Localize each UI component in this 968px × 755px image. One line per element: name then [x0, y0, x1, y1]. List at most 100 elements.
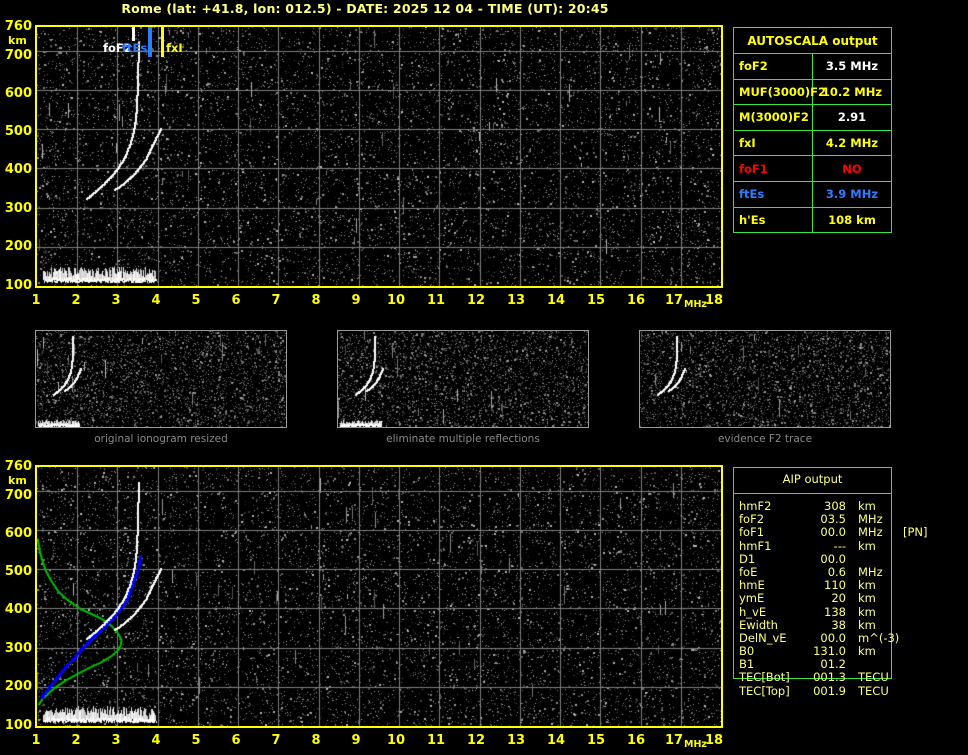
aip-unit-h-ve: km [858, 604, 876, 619]
table-row: M(3000)F2 2.91 [733, 104, 892, 131]
x-tick-1: 1 [31, 293, 41, 308]
autoscala-value-fof2: 3.5 MHz [812, 53, 892, 80]
y-tick-300-bottom: 300 [4, 641, 32, 656]
table-row: foF2 3.5 MHz [733, 53, 892, 80]
aip-name-d1: D1 [739, 551, 756, 566]
x-axis-unit-bottom: MHz [684, 739, 707, 750]
aip-value-b0: 131.0 [813, 644, 846, 659]
aip-row-b0: B0 131.0 km [739, 644, 959, 659]
aip-value-foe: 0.6 [827, 564, 846, 579]
y-tick-600-bottom: 600 [4, 526, 32, 541]
x-tick-1-bottom: 1 [31, 733, 41, 748]
autoscala-key-muf3000f2: MUF(3000)F2 [733, 78, 826, 106]
aip-name-fof2: foF2 [739, 512, 765, 527]
autoscala-key-ftes: ftEs [733, 180, 813, 208]
x-tick-5: 5 [191, 293, 201, 308]
aip-unit-hmf2: km [858, 499, 876, 513]
y-tick-700-bottom: 700 [4, 488, 32, 503]
autoscala-key-fof1: foF1 [733, 155, 813, 182]
autoscala-key-m3000f2: M(3000)F2 [733, 104, 813, 131]
aip-row-foe: foE 0.6 MHz [739, 564, 959, 579]
aip-name-foe: foE [739, 564, 758, 579]
thumbnail-eliminate-multiple-reflections[interactable] [337, 330, 589, 428]
thumbnail-evidence-f2-trace[interactable] [639, 330, 891, 428]
autoscala-value-hes: 108 km [812, 206, 892, 234]
marker-label-fof2: foF2 [103, 41, 132, 55]
y-tick-200: 200 [4, 239, 32, 254]
table-row: fxI 4.2 MHz [733, 129, 892, 157]
aip-unit-tec-bot: TECU [858, 670, 889, 685]
autoscala-value-ftes: 3.9 MHz [812, 180, 892, 208]
aip-row-ewidth: Ewidth 38 km [739, 618, 959, 632]
table-row: foF1 NO [733, 155, 892, 182]
aip-value-d1: 00.0 [820, 551, 846, 566]
page-title: Rome (lat: +41.8, lon: 012.5) - DATE: 20… [121, 1, 609, 16]
aip-row-fof1: foF1 00.0 MHz [PN] [739, 526, 959, 539]
aip-output-rows: hmF2 308 km foF2 03.5 MHz foF1 00.0 MHz [PN] hm… [739, 499, 959, 698]
y-tick-400: 400 [4, 162, 32, 177]
aip-header-divider [733, 493, 892, 494]
x-tick-15-bottom: 15 [586, 733, 606, 748]
aip-unit-tec-top: TECU [858, 683, 889, 698]
table-row: MUF(3000)F2 10.2 MHz [733, 78, 892, 106]
aip-name-tec-top: TEC[Top] [739, 683, 790, 698]
aip-row-tec-top: TEC[Top] 001.9 TECU [739, 683, 959, 698]
x-tick-7: 7 [271, 293, 281, 308]
bottom-ionogram-plot[interactable] [35, 465, 723, 728]
x-tick-11: 11 [426, 293, 446, 308]
aip-unit-fof2: MHz [858, 512, 883, 527]
x-tick-16: 16 [626, 293, 646, 308]
x-tick-10-bottom: 10 [386, 733, 406, 748]
aip-row-hmf2: hmF2 308 km [739, 499, 959, 513]
autoscala-header-row: AUTOSCALA output [733, 27, 892, 54]
aip-unit-b0: km [858, 644, 876, 659]
table-row: h'Es 108 km [733, 206, 892, 234]
y-axis-unit-bottom: km [8, 474, 27, 487]
x-tick-14-bottom: 14 [546, 733, 566, 748]
aip-row-b1: B1 01.2 [739, 658, 959, 671]
aip-value-tec-top: 001.9 [813, 683, 846, 698]
x-tick-16-bottom: 16 [626, 733, 646, 748]
y-tick-760-bottom: 760 [4, 459, 32, 474]
y-tick-600: 600 [4, 86, 32, 101]
aip-name-tec-bot: TEC[Bot] [739, 670, 790, 685]
aip-name-deln-ve: DelN_vE [739, 630, 787, 645]
y-tick-400-bottom: 400 [4, 602, 32, 617]
aip-name-b1: B1 [739, 657, 755, 672]
y-axis-unit-top: km [8, 34, 27, 47]
aip-row-fof2: foF2 03.5 MHz [739, 512, 959, 527]
thumbnail-caption-original: original ionogram resized [94, 433, 228, 445]
x-tick-12: 12 [466, 293, 486, 308]
x-tick-9: 9 [351, 293, 361, 308]
autoscala-value-m3000f2: 2.91 [812, 104, 892, 131]
marker-label-fxi: fxI [166, 41, 183, 55]
aip-name-fof1: foF1 [739, 525, 765, 540]
y-tick-700: 700 [4, 48, 32, 63]
y-tick-100: 100 [4, 278, 32, 293]
x-tick-10: 10 [386, 293, 406, 308]
aip-value-hmf1: --- [833, 538, 846, 553]
aip-name-yme: ymE [739, 591, 765, 606]
x-tick-17-bottom: 17 [664, 733, 684, 748]
aip-name-hmf2: hmF2 [739, 499, 772, 513]
aip-value-h-ve: 138 [824, 604, 846, 619]
x-tick-18-bottom: 18 [704, 733, 724, 748]
y-tick-200-bottom: 200 [4, 679, 32, 694]
aip-row-hme: hmE 110 km [739, 578, 959, 593]
aip-unit-deln-ve: m^(-3) [858, 630, 900, 645]
y-tick-500-bottom: 500 [4, 564, 32, 579]
aip-name-b0: B0 [739, 644, 755, 659]
marker-tick-ftes [148, 27, 152, 57]
x-tick-2-bottom: 2 [71, 733, 81, 748]
aip-value-hme: 110 [824, 578, 846, 593]
aip-value-hmf2: 308 [824, 499, 846, 513]
top-ionogram-plot[interactable] [35, 25, 723, 288]
thumbnail-original-ionogram[interactable] [35, 330, 287, 428]
x-tick-7-bottom: 7 [271, 733, 281, 748]
autoscala-key-hes: h'Es [733, 206, 813, 234]
thumbnail-caption-evidence: evidence F2 trace [717, 433, 813, 445]
x-tick-3-bottom: 3 [111, 733, 121, 748]
x-tick-6-bottom: 6 [231, 733, 241, 748]
x-tick-8: 8 [311, 293, 321, 308]
x-tick-14: 14 [546, 293, 566, 308]
